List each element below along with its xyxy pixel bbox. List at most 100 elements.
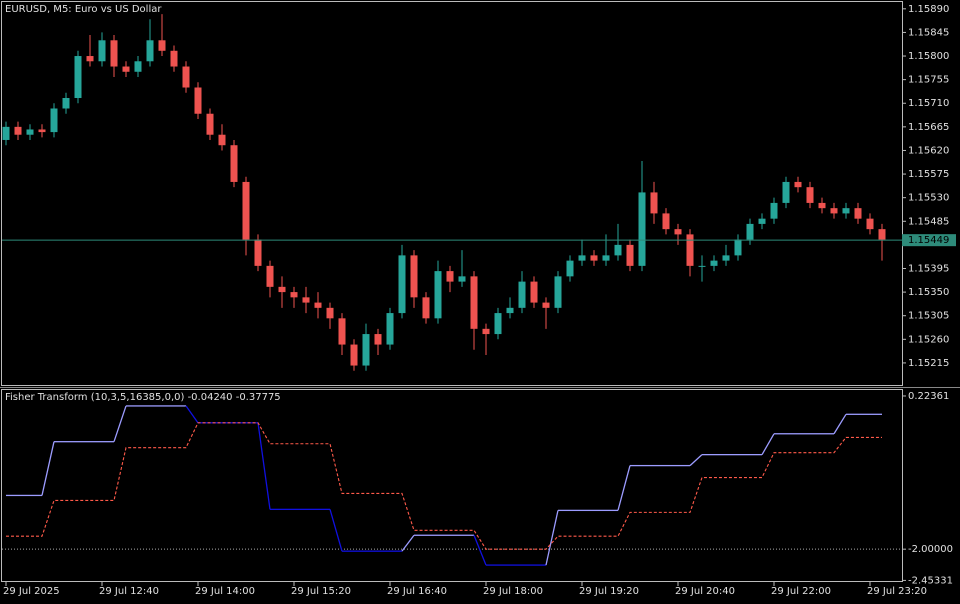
candle-body — [422, 297, 430, 319]
y-tick-label: 1.15620 — [908, 145, 949, 156]
candle-body — [362, 334, 370, 366]
candle-body — [38, 129, 46, 133]
indicator-segment — [761, 433, 775, 455]
candle-body — [218, 134, 226, 146]
candle-body — [98, 40, 106, 62]
candle-body — [326, 307, 334, 319]
y-tick-label: 1.15350 — [908, 287, 949, 298]
candle-body — [614, 244, 622, 256]
candle-body — [470, 276, 478, 329]
candle-body — [134, 61, 142, 72]
x-tick-label: 29 Jul 2025 — [3, 586, 60, 597]
candle-body — [62, 98, 70, 109]
candle-body — [86, 56, 94, 62]
candle-body — [266, 265, 274, 287]
y-tick-label: 1.15890 — [908, 4, 949, 15]
candle-body — [242, 181, 250, 240]
indicator-segment — [689, 454, 703, 467]
indicator-segment — [329, 509, 343, 552]
candle-body — [230, 145, 238, 182]
candle-body — [650, 192, 658, 214]
signal-line — [6, 422, 882, 550]
indicator-segment — [545, 510, 559, 566]
y-tick-label: 1.15755 — [908, 75, 949, 86]
candle-body — [434, 271, 442, 319]
candle-body — [494, 313, 502, 335]
candle-body — [398, 255, 406, 314]
indicator-title: Fisher Transform (10,3,5,16385,0,0) -0.0… — [5, 392, 281, 403]
indicator-segment — [473, 535, 487, 566]
y-tick-label: 1.15800 — [908, 51, 949, 62]
candle-body — [482, 328, 490, 335]
candle-body — [386, 313, 394, 345]
y-tick-label: 1.15395 — [908, 263, 949, 274]
candle-body — [290, 292, 298, 298]
candle-body — [782, 181, 790, 203]
candle-body — [638, 192, 646, 266]
candle-body — [458, 276, 466, 282]
y-tick-label: 1.15530 — [908, 193, 949, 204]
candle-body — [686, 234, 694, 266]
candle-body — [122, 66, 130, 72]
candle-body — [110, 40, 118, 67]
x-tick-label: 29 Jul 22:00 — [771, 586, 831, 597]
candle-body — [74, 56, 82, 98]
candle-body — [206, 113, 214, 135]
candle-body — [830, 208, 838, 214]
candle-body — [794, 181, 802, 188]
candle-body — [530, 281, 538, 303]
y-tick-label: 1.15485 — [908, 216, 949, 227]
candle-body — [626, 244, 634, 266]
candle-body — [506, 307, 514, 314]
candle-body — [26, 129, 34, 135]
candle-body — [866, 218, 874, 230]
candle-body — [518, 281, 526, 308]
candle-body — [278, 286, 286, 293]
candle-body — [746, 223, 754, 240]
candle-body — [14, 126, 22, 135]
candle-body — [758, 218, 766, 224]
candle-body — [806, 187, 814, 203]
candle-body — [254, 239, 262, 266]
y-tick-label: 1.15260 — [908, 334, 949, 345]
candle-body — [374, 334, 382, 345]
candle-body — [446, 271, 454, 282]
price-chart-title: EURUSD, M5: Euro vs US Dollar — [5, 4, 162, 15]
candle-body — [542, 302, 550, 308]
candle-body — [410, 255, 418, 298]
candle-body — [554, 276, 562, 308]
candle-body — [710, 260, 718, 266]
x-tick-label: 29 Jul 19:20 — [579, 586, 639, 597]
price-panel-frame — [1, 1, 903, 386]
candle-body — [314, 302, 322, 308]
indicator-panel-frame — [1, 389, 903, 582]
x-tick-label: 29 Jul 20:40 — [675, 586, 735, 597]
x-tick-label: 29 Jul 14:00 — [195, 586, 255, 597]
candle-body — [770, 202, 778, 219]
candle-body — [602, 255, 610, 261]
indicator-segment — [41, 441, 55, 496]
candle-body — [194, 87, 202, 114]
candle-body — [338, 318, 346, 345]
candle-body — [302, 297, 310, 303]
candle-body — [50, 108, 58, 133]
candle-body — [662, 213, 670, 230]
y-tick-label: -2.45331 — [908, 575, 953, 586]
candle-body — [674, 229, 682, 235]
candle-body — [146, 40, 154, 62]
y-tick-label: 0.22361 — [908, 391, 949, 402]
candle-body — [842, 208, 850, 214]
candle-body — [170, 50, 178, 67]
x-tick-label: 29 Jul 18:00 — [483, 586, 543, 597]
x-tick-label: 29 Jul 15:20 — [291, 586, 351, 597]
candle-body — [854, 208, 862, 219]
candle-body — [350, 344, 358, 366]
indicator-segment — [617, 465, 631, 511]
candle-body — [590, 255, 598, 261]
candle-body — [734, 239, 742, 256]
indicator-segment — [833, 413, 847, 435]
y-tick-label: 1.15845 — [908, 27, 949, 38]
x-tick-label: 29 Jul 16:40 — [387, 586, 447, 597]
